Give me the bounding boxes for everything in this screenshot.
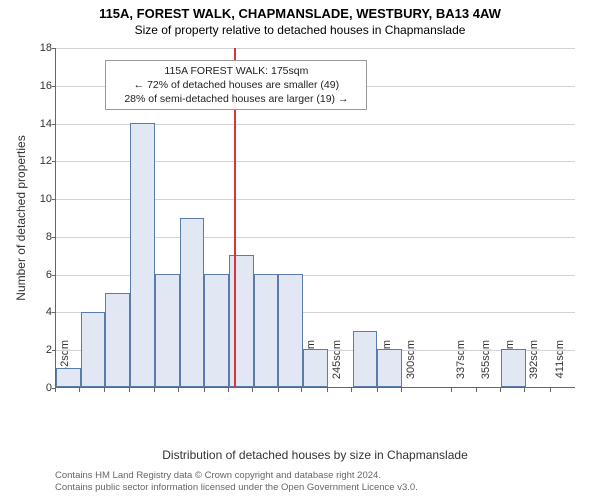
bar-slot: [526, 48, 551, 387]
ytick-label: 6: [32, 269, 52, 281]
xtick-mark: [327, 388, 328, 392]
xtick-mark: [451, 388, 452, 392]
ytick-label: 8: [32, 231, 52, 243]
histogram-bar: [229, 255, 254, 387]
annotation-line: 115A FOREST WALK: 175sqm: [112, 64, 360, 78]
histogram-bar: [155, 274, 180, 387]
footer-line-1: Contains HM Land Registry data © Crown c…: [55, 470, 418, 482]
xtick-mark: [550, 388, 551, 392]
x-axis-label: Distribution of detached houses by size …: [55, 448, 575, 462]
ytick-label: 18: [32, 42, 52, 54]
xtick-mark: [178, 388, 179, 392]
histogram-bar: [353, 331, 378, 388]
xtick-mark: [377, 388, 378, 392]
annotation-box: 115A FOREST WALK: 175sqm← 72% of detache…: [105, 60, 367, 111]
xtick-mark: [154, 388, 155, 392]
ytick-label: 12: [32, 155, 52, 167]
xtick-mark: [401, 388, 402, 392]
histogram-bar: [501, 349, 526, 387]
histogram-bar: [56, 368, 81, 387]
y-axis-label-wrap: Number of detached properties: [14, 48, 28, 388]
bar-slot: [550, 48, 575, 387]
annotation-line: ← 72% of detached houses are smaller (49…: [112, 78, 360, 92]
xtick-mark: [476, 388, 477, 392]
bar-slot: [56, 48, 81, 387]
histogram-bar: [377, 349, 402, 387]
bar-slot: [476, 48, 501, 387]
chart-container: 115A, FOREST WALK, CHAPMANSLADE, WESTBUR…: [0, 0, 600, 500]
histogram-bar: [105, 293, 130, 387]
xtick-mark: [301, 388, 302, 392]
xtick-mark: [79, 388, 80, 392]
xtick-mark: [524, 388, 525, 392]
histogram-bar: [278, 274, 303, 387]
annotation-line: 28% of semi-detached houses are larger (…: [112, 92, 360, 106]
ytick-label: 2: [32, 344, 52, 356]
chart-subtitle: Size of property relative to detached ho…: [0, 21, 600, 37]
ytick-label: 14: [32, 118, 52, 130]
bar-slot: [402, 48, 427, 387]
xtick-mark: [55, 388, 56, 392]
xtick-mark: [228, 388, 229, 392]
xtick-mark: [252, 388, 253, 392]
histogram-bar: [130, 123, 155, 387]
bar-slot: [427, 48, 452, 387]
histogram-bar: [303, 349, 328, 387]
bar-slot: [81, 48, 106, 387]
histogram-bar: [81, 312, 106, 387]
chart-title: 115A, FOREST WALK, CHAPMANSLADE, WESTBUR…: [0, 0, 600, 21]
ytick-label: 0: [32, 382, 52, 394]
xtick-mark: [129, 388, 130, 392]
xtick-mark: [278, 388, 279, 392]
xtick-mark: [104, 388, 105, 392]
footer-line-2: Contains public sector information licen…: [55, 482, 418, 494]
ytick-label: 10: [32, 193, 52, 205]
xtick-mark: [204, 388, 205, 392]
histogram-bar: [254, 274, 279, 387]
y-axis-label: Number of detached properties: [14, 135, 28, 300]
bar-slot: [501, 48, 526, 387]
plot-area: 115A FOREST WALK: 175sqm← 72% of detache…: [55, 48, 575, 388]
xtick-mark: [500, 388, 501, 392]
histogram-bar: [204, 274, 229, 387]
bar-slot: [377, 48, 402, 387]
histogram-bar: [180, 218, 205, 388]
attribution-footer: Contains HM Land Registry data © Crown c…: [55, 470, 418, 494]
ytick-label: 4: [32, 306, 52, 318]
plot-frame: 115A FOREST WALK: 175sqm← 72% of detache…: [55, 48, 575, 388]
xtick-mark: [351, 388, 352, 392]
bar-slot: [452, 48, 477, 387]
ytick-label: 16: [32, 80, 52, 92]
